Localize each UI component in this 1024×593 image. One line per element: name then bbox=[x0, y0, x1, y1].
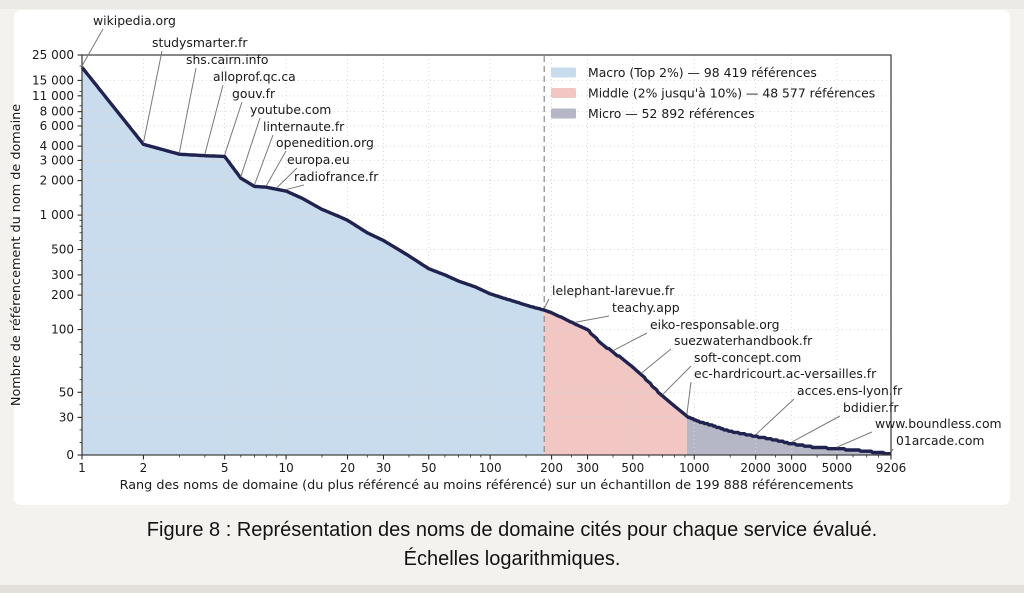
legend-swatch-middle bbox=[551, 88, 576, 98]
x-tick-label: 300 bbox=[576, 461, 599, 475]
annotation-domain-label: radiofrance.fr bbox=[294, 169, 379, 184]
x-tick-label: 2 bbox=[140, 461, 148, 475]
region-fill-middle bbox=[544, 310, 687, 455]
region-fill-micro bbox=[686, 416, 891, 455]
annotation-domain-label: bdidier.fr bbox=[843, 400, 899, 415]
figure-caption: Figure 8 : Représentation des noms de do… bbox=[0, 516, 1024, 574]
x-tick-label: 200 bbox=[540, 461, 563, 475]
rank-frequency-curve bbox=[80, 66, 892, 456]
annotation-domain-label: teachy.app bbox=[612, 300, 680, 315]
x-tick-label: 5000 bbox=[822, 461, 853, 475]
annotation-domain-label: shs.cairn.info bbox=[186, 52, 268, 67]
x-tick-label: 1000 bbox=[679, 461, 710, 475]
annotation-domain-label: suezwaterhandbook.fr bbox=[674, 333, 813, 348]
x-tick-label: 1 bbox=[78, 461, 86, 475]
annotation-leader-line bbox=[543, 298, 550, 309]
legend-label-micro: Micro — 52 892 références bbox=[588, 106, 755, 121]
y-tick-label: 25 000 bbox=[32, 48, 74, 62]
y-tick-label: 200 bbox=[51, 288, 74, 302]
annotation-domain-label: eiko-responsable.org bbox=[650, 317, 780, 332]
annotation-leader-line bbox=[240, 117, 261, 177]
y-tick-label: 15 000 bbox=[32, 73, 74, 87]
annotation-leader-line bbox=[836, 431, 873, 448]
annotation-leader-line bbox=[574, 315, 610, 323]
x-tick-label: 9206 bbox=[876, 461, 907, 475]
region-fill-macro bbox=[82, 67, 545, 455]
annotation-leader-line bbox=[81, 28, 104, 67]
annotation-domain-label: gouv.fr bbox=[232, 86, 276, 101]
legend: Macro (Top 2%) — 98 419 références Middle… bbox=[551, 65, 875, 121]
domain-rank-chart: 1 2 5 10 20 30 50 100 200 300 500 1000 2000 3000 5000 9… bbox=[9, 13, 1002, 493]
y-tick-label: 6 000 bbox=[40, 119, 74, 133]
annotation-domain-label: soft-concept.com bbox=[694, 350, 801, 365]
y-tick-label: 500 bbox=[51, 243, 74, 257]
annotation-leader-line bbox=[890, 448, 894, 453]
y-tick-label: 3 000 bbox=[40, 153, 74, 167]
annotation-leader-line bbox=[640, 348, 672, 374]
annotation-leader-line bbox=[612, 332, 648, 352]
y-tick-label: 50 bbox=[59, 385, 74, 399]
y-tick-label: 4 000 bbox=[40, 139, 74, 153]
y-tick-label: 8 000 bbox=[40, 105, 74, 119]
annotation-leader-line bbox=[204, 84, 224, 155]
annotation-leader-line bbox=[791, 415, 841, 443]
legend-label-middle: Middle (2% jusqu'à 10%) — 48 577 référen… bbox=[588, 86, 875, 101]
annotation-domain-label: studysmarter.fr bbox=[152, 35, 248, 50]
x-tick-label: 30 bbox=[376, 461, 391, 475]
annotation-leader-line bbox=[686, 381, 692, 415]
x-tick-label: 100 bbox=[479, 461, 502, 475]
annotation-leader-line bbox=[178, 67, 197, 153]
tick-labels: 1 2 5 10 20 30 50 100 200 300 500 1000 2000 3000 5000 9… bbox=[32, 48, 906, 475]
x-tick-label: 20 bbox=[340, 461, 355, 475]
annotation-leader-line bbox=[224, 101, 243, 156]
x-tick-label: 500 bbox=[621, 461, 644, 475]
x-axis-label: Rang des noms de domaine (du plus référe… bbox=[120, 478, 854, 493]
tick-marks bbox=[77, 54, 892, 460]
caption-line-1: Figure 8 : Représentation des noms de do… bbox=[146, 519, 878, 541]
annotation-leader-line bbox=[265, 150, 287, 186]
annotation-leader-line bbox=[254, 134, 274, 186]
annotation-domain-label: europa.eu bbox=[287, 152, 350, 167]
domain-annotations: wikipedia.org studysmarter.fr shs.cairn.in… bbox=[81, 13, 1002, 453]
annotation-leader-line bbox=[276, 167, 298, 189]
annotation-domain-label: youtube.com bbox=[250, 102, 331, 117]
y-tick-label: 30 bbox=[59, 410, 74, 424]
annotation-leader-line bbox=[142, 50, 163, 143]
y-tick-label: 11 000 bbox=[32, 89, 74, 103]
x-tick-label: 3000 bbox=[776, 461, 807, 475]
annotation-domain-label: alloprof.qc.ca bbox=[213, 69, 296, 84]
x-tick-label: 5 bbox=[221, 461, 229, 475]
y-tick-label: 2 000 bbox=[40, 174, 74, 188]
annotation-domain-label: ec-hardricourt.ac-versailles.fr bbox=[694, 366, 877, 381]
background-strip-bottom bbox=[0, 585, 1024, 593]
y-tick-label: 100 bbox=[51, 323, 74, 337]
y-tick-label: 0 bbox=[66, 448, 74, 462]
legend-swatch-micro bbox=[551, 108, 576, 119]
legend-label-macro: Macro (Top 2%) — 98 419 références bbox=[588, 65, 817, 80]
y-tick-label: 300 bbox=[51, 268, 74, 282]
annotation-domain-label: lelephant-larevue.fr bbox=[552, 283, 675, 298]
annotation-domain-label: linternaute.fr bbox=[263, 119, 345, 134]
annotation-domain-label: acces.ens-lyon.fr bbox=[797, 383, 903, 398]
gridlines bbox=[82, 55, 891, 455]
annotation-domain-label: www.boundless.com bbox=[875, 416, 1002, 431]
annotation-leader-line bbox=[755, 398, 795, 436]
x-tick-label: 2000 bbox=[740, 461, 771, 475]
y-tick-label: 1 000 bbox=[40, 208, 74, 222]
plot-border bbox=[81, 54, 892, 456]
annotation-leader-line bbox=[662, 365, 692, 395]
y-axis-label: Nombre de référencement du nom de domain… bbox=[9, 104, 24, 406]
annotation-leader-line bbox=[285, 184, 305, 191]
annotation-domain-label: wikipedia.org bbox=[93, 13, 176, 28]
x-tick-label: 10 bbox=[278, 461, 293, 475]
x-tick-label: 50 bbox=[421, 461, 436, 475]
background-strip-top bbox=[0, 0, 1024, 9]
annotation-domain-label: 01arcade.com bbox=[896, 433, 984, 448]
caption-line-2: Échelles logarithmiques. bbox=[403, 548, 621, 570]
annotation-domain-label: openedition.org bbox=[276, 135, 374, 150]
legend-swatch-macro bbox=[551, 67, 576, 78]
